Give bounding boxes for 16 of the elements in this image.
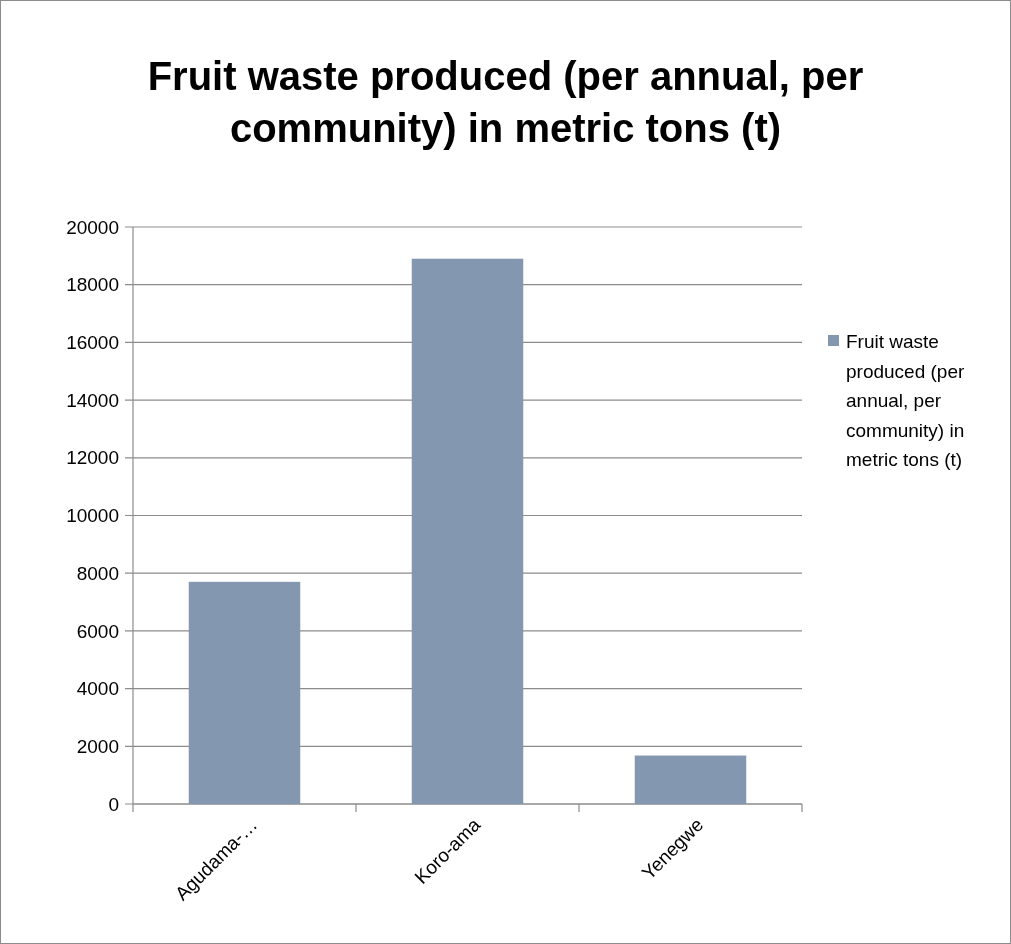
legend-label: Fruit waste produced (per annual, per community) in metric tons (t) <box>846 331 965 470</box>
y-tick-label: 0 <box>108 793 119 815</box>
y-tick-label: 12000 <box>66 447 119 469</box>
y-tick-label: 2000 <box>76 735 119 757</box>
y-tick-label: 14000 <box>66 389 119 411</box>
bar <box>634 755 747 804</box>
y-tick-label: 10000 <box>66 505 119 527</box>
y-tick-label: 18000 <box>66 274 119 296</box>
bar <box>188 581 301 804</box>
y-tick-label: 6000 <box>76 620 119 642</box>
y-tick-label: 16000 <box>66 332 119 354</box>
y-tick-label: 20000 <box>66 216 119 238</box>
bar <box>411 258 524 804</box>
chart-title: Fruit waste produced (per annual, per community) in metric tons (t) <box>147 54 864 150</box>
y-tick-label: 4000 <box>76 678 119 700</box>
y-tick-label: 8000 <box>76 562 119 584</box>
